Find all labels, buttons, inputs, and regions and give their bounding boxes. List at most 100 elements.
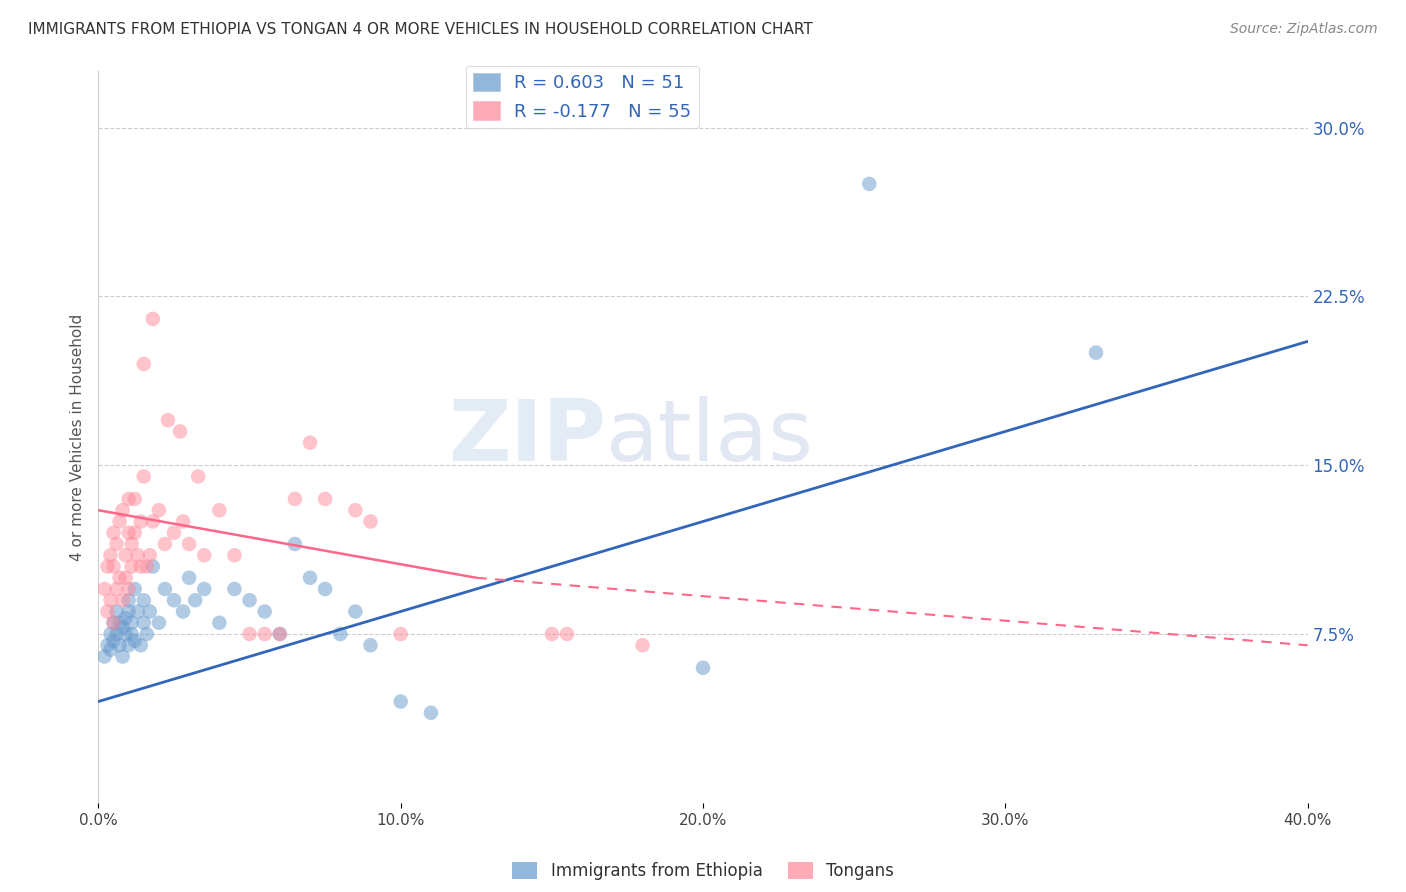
Point [156,413,179,427]
Text: atlas: atlas [606,395,814,479]
Point [129,515,152,529]
Point [118,525,141,540]
Point [540,627,562,641]
Point [269,627,291,641]
Point [127,548,149,562]
Point [163,593,186,607]
Point [103,559,125,574]
Point [111,593,134,607]
Point [132,593,155,607]
Point [124,525,146,540]
Point [103,525,125,540]
Point [93,582,115,596]
Point [118,605,141,619]
Point [253,627,276,641]
Point [105,582,128,596]
Point [132,615,155,630]
Point [103,615,125,630]
Point [129,559,152,574]
Point [253,605,276,619]
Point [169,425,191,439]
Point [121,559,143,574]
Point [96,638,118,652]
Point [555,627,578,641]
Point [129,638,152,652]
Point [239,627,262,641]
Point [100,627,122,641]
Point [389,694,412,708]
Point [121,537,143,551]
Point [108,515,131,529]
Point [299,435,322,450]
Point [142,559,165,574]
Text: IMMIGRANTS FROM ETHIOPIA VS TONGAN 4 OR MORE VEHICLES IN HOUSEHOLD CORRELATION C: IMMIGRANTS FROM ETHIOPIA VS TONGAN 4 OR … [28,22,813,37]
Y-axis label: 4 or more Vehicles in Household: 4 or more Vehicles in Household [69,313,84,561]
Point [124,633,146,648]
Point [179,571,201,585]
Point [184,593,207,607]
Point [100,593,122,607]
Point [208,503,231,517]
Point [114,548,136,562]
Point [135,559,157,574]
Point [329,627,352,641]
Point [114,611,136,625]
Point [239,593,262,607]
Point [124,491,146,506]
Point [139,605,162,619]
Point [163,525,186,540]
Point [420,706,443,720]
Point [858,177,880,191]
Point [148,503,170,517]
Text: Source: ZipAtlas.com: Source: ZipAtlas.com [1230,22,1378,37]
Point [360,638,382,652]
Point [314,491,336,506]
Point [153,537,176,551]
Point [103,615,125,630]
Point [284,537,307,551]
Point [142,312,165,326]
Point [172,515,194,529]
Text: ZIP: ZIP [449,395,606,479]
Legend: Immigrants from Ethiopia, Tongans: Immigrants from Ethiopia, Tongans [506,855,900,887]
Point [193,582,215,596]
Point [224,582,246,596]
Point [96,559,118,574]
Point [631,638,654,652]
Point [105,537,128,551]
Point [114,571,136,585]
Point [692,661,714,675]
Point [100,642,122,657]
Point [135,627,157,641]
Point [121,627,143,641]
Point [139,548,162,562]
Point [284,491,307,506]
Point [111,503,134,517]
Point [105,605,128,619]
Point [344,503,367,517]
Point [148,615,170,630]
Point [269,627,291,641]
Point [93,649,115,664]
Point [127,605,149,619]
Point [187,469,209,483]
Point [172,605,194,619]
Point [124,582,146,596]
Point [118,593,141,607]
Point [344,605,367,619]
Point [118,582,141,596]
Point [96,605,118,619]
Point [132,357,155,371]
Point [108,638,131,652]
Point [179,537,201,551]
Point [111,649,134,664]
Point [100,548,122,562]
Point [114,627,136,641]
Point [121,615,143,630]
Point [314,582,336,596]
Point [118,638,141,652]
Point [132,469,155,483]
Point [389,627,412,641]
Point [118,491,141,506]
Point [360,515,382,529]
